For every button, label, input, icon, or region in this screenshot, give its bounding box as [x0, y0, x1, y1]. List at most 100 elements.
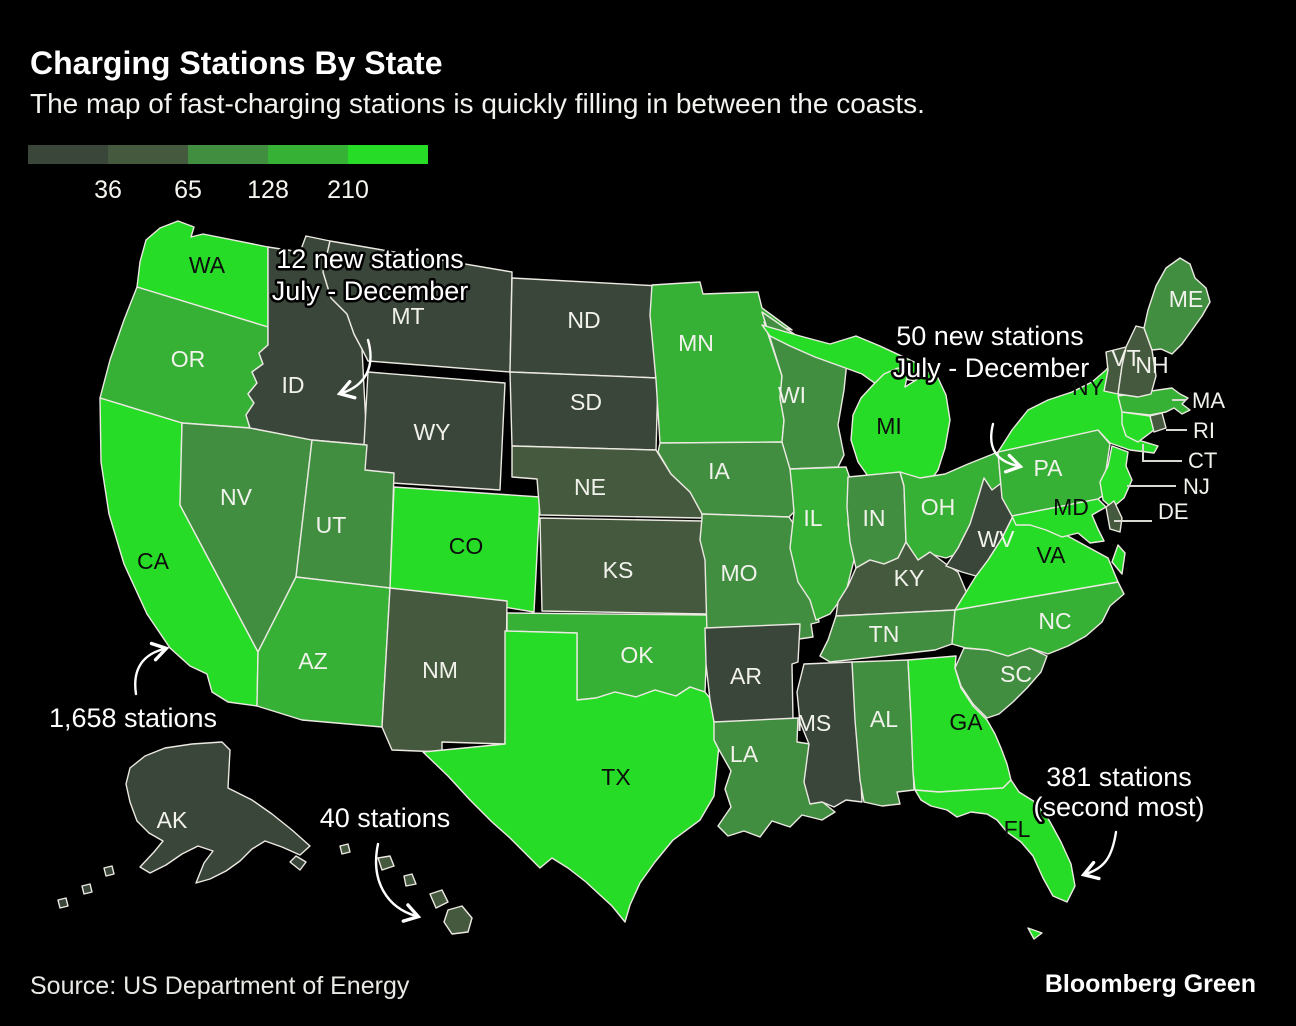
legend-swatch-1	[28, 145, 108, 164]
legend-tick-128: 128	[247, 176, 289, 204]
state-label-ar: AR	[730, 663, 762, 689]
state-label-nv: NV	[220, 484, 253, 510]
annotation-idaho-line1: 12 new stations	[276, 244, 464, 274]
state-label-oh: OH	[921, 494, 956, 520]
state-shape-ak-island-1	[103, 865, 115, 877]
state-label-nh: NH	[1135, 352, 1168, 378]
legend-swatch-4	[268, 145, 348, 164]
annotation-arrow-idaho	[336, 338, 372, 400]
annotation-hawaii: 40 stations	[320, 803, 451, 833]
state-label-or: OR	[171, 346, 206, 372]
state-shape-co	[389, 486, 541, 613]
state-label-mt: MT	[391, 303, 424, 329]
annotation-arrow-pennsylvania	[990, 422, 1024, 474]
state-label-sc: SC	[1000, 661, 1032, 687]
source-credit: Source: US Department of Energy	[30, 972, 410, 1000]
annotations: 12 new stations July - December 50 new s…	[46, 242, 1207, 923]
state-shape-mi-upper	[761, 324, 936, 385]
callout-line-ct	[1142, 444, 1182, 462]
state-shape-fl	[914, 779, 1076, 903]
state-shape-va-shore	[1111, 544, 1126, 575]
state-label-id: ID	[282, 372, 305, 398]
state-label-ks: KS	[603, 557, 634, 583]
state-label-ia: IA	[708, 458, 730, 484]
state-label-pa: PA	[1034, 455, 1064, 481]
state-shape-ky	[835, 541, 969, 617]
state-label-ok: OK	[620, 642, 654, 668]
legend-swatch-3	[188, 145, 268, 164]
state-shape-ak-island-2	[81, 883, 93, 895]
state-labels: WA OR CA NV ID MT WY UT CO AZ NM ND SD N…	[137, 252, 1203, 842]
annotation-florida-line1: 381 stations	[1046, 762, 1192, 792]
legend-swatch-5	[348, 145, 428, 164]
state-label-va: VA	[1037, 542, 1067, 568]
state-shape-tx	[422, 630, 720, 923]
state-label-ky: KY	[894, 565, 925, 591]
page-subtitle: The map of fast-charging stations is qui…	[30, 88, 925, 119]
state-shape-ak	[125, 741, 311, 884]
state-shape-hi-island-1	[339, 843, 351, 855]
state-shape-me	[1143, 257, 1211, 355]
state-label-ut: UT	[316, 512, 347, 538]
bloomberg-green-logo: Bloomberg Green	[1045, 970, 1256, 998]
state-shape-mi-lower	[850, 367, 951, 485]
annotation-pennsylvania-line2: July - December	[893, 353, 1090, 383]
legend-tick-36: 36	[94, 176, 122, 204]
state-label-me: ME	[1169, 286, 1204, 312]
state-shape-hi-island-5	[443, 905, 473, 935]
state-shape-nj	[1099, 445, 1133, 509]
state-label-in: IN	[863, 505, 886, 531]
page-title: Charging Stations By State	[30, 45, 443, 81]
state-shape-al	[851, 659, 915, 807]
state-label-az: AZ	[298, 648, 327, 674]
legend: 36 65 128 210	[28, 145, 428, 204]
state-callout-ma: MA	[1192, 388, 1225, 413]
state-label-fl: FL	[1004, 816, 1031, 842]
annotation-arrow-california	[134, 641, 170, 696]
legend-tick-65: 65	[174, 176, 202, 204]
state-shape-mn	[649, 281, 793, 444]
state-label-md: MD	[1053, 494, 1089, 520]
map-shapes	[57, 220, 1211, 940]
state-shape-hi-island-2	[377, 855, 395, 871]
state-label-nc: NC	[1038, 608, 1071, 634]
state-label-ne: NE	[574, 474, 606, 500]
state-label-sd: SD	[570, 389, 602, 415]
annotation-florida-line2: (second most)	[1033, 792, 1204, 822]
state-label-il: IL	[803, 505, 822, 531]
state-label-wy: WY	[413, 419, 450, 445]
small-state-callouts: MA RI CT NJ DE	[1114, 388, 1225, 524]
state-label-ms: MS	[797, 710, 832, 736]
state-label-la: LA	[730, 741, 759, 767]
annotation-pennsylvania-line1: 50 new stations	[896, 321, 1084, 351]
state-label-tx: TX	[601, 764, 630, 790]
state-callout-nj: NJ	[1183, 474, 1210, 499]
state-shape-nh	[1117, 325, 1157, 398]
legend-swatch-2	[108, 145, 188, 164]
state-label-nd: ND	[567, 307, 600, 333]
state-shape-ak-island-3	[57, 897, 69, 909]
state-label-ny: NY	[1072, 374, 1104, 400]
state-label-mi: MI	[876, 413, 902, 439]
legend-tick-210: 210	[327, 176, 369, 204]
state-label-al: AL	[870, 706, 898, 732]
annotation-arrow-hawaii	[374, 842, 422, 923]
state-shape-hi-island-4	[429, 889, 449, 909]
state-label-nm: NM	[422, 657, 458, 683]
state-label-co: CO	[449, 533, 484, 559]
state-label-wa: WA	[189, 252, 226, 278]
state-label-tn: TN	[869, 621, 900, 647]
state-label-wi: WI	[778, 382, 806, 408]
state-label-ak: AK	[157, 807, 188, 833]
state-shape-fl-keys	[1027, 927, 1043, 940]
state-label-vt: VT	[1111, 345, 1140, 371]
state-label-ga: GA	[949, 709, 983, 735]
state-shape-de	[1105, 500, 1123, 533]
annotation-california: 1,658 stations	[49, 703, 217, 733]
state-label-mn: MN	[678, 330, 714, 356]
state-shape-hi-island-3	[403, 873, 417, 887]
state-shape-nc	[951, 581, 1125, 657]
state-label-mo: MO	[720, 560, 757, 586]
state-label-wv: WV	[977, 526, 1015, 552]
